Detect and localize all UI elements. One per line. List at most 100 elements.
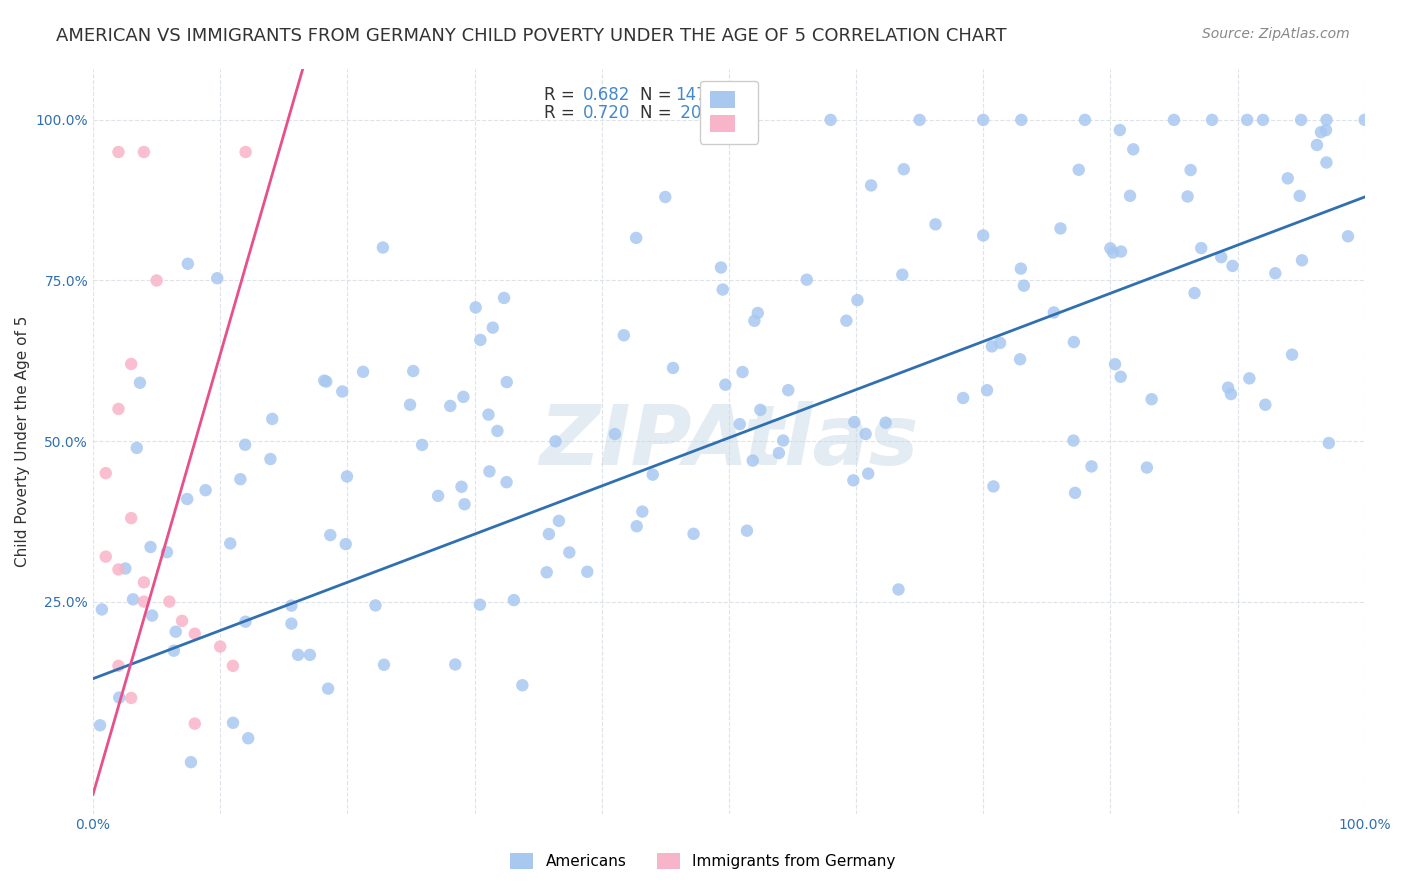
Point xyxy=(1180,163,1202,178)
Point xyxy=(453,390,475,404)
Point xyxy=(1184,286,1206,301)
Point xyxy=(427,489,450,503)
Point xyxy=(1288,189,1310,203)
Point xyxy=(749,403,772,417)
Point xyxy=(682,526,704,541)
Point xyxy=(495,375,517,389)
Point xyxy=(1104,357,1126,371)
Point xyxy=(238,731,260,746)
Point xyxy=(844,415,866,429)
Point xyxy=(796,273,818,287)
Point xyxy=(536,566,558,580)
Point xyxy=(626,519,648,533)
Point xyxy=(1222,259,1244,273)
Point xyxy=(731,365,754,379)
Point xyxy=(1291,253,1313,268)
Point xyxy=(1119,189,1142,203)
Point xyxy=(887,582,910,597)
Point xyxy=(1074,112,1097,127)
Point xyxy=(207,271,229,285)
Point xyxy=(741,453,763,467)
Point xyxy=(908,112,931,127)
Point xyxy=(846,293,869,307)
Point xyxy=(120,357,142,371)
Point xyxy=(373,657,395,672)
Point xyxy=(710,260,733,275)
Point xyxy=(1102,245,1125,260)
Point xyxy=(1310,125,1333,139)
Point xyxy=(132,594,155,608)
Point xyxy=(891,268,914,282)
Point xyxy=(439,399,461,413)
Point xyxy=(1010,112,1032,127)
Point xyxy=(1251,112,1274,127)
Point xyxy=(983,479,1005,493)
Point xyxy=(820,112,842,127)
Point xyxy=(576,565,599,579)
Point xyxy=(335,537,357,551)
Point xyxy=(316,681,339,696)
Point xyxy=(132,575,155,590)
Point xyxy=(453,497,475,511)
Point xyxy=(1010,352,1032,367)
Point xyxy=(184,716,207,731)
Point xyxy=(141,608,163,623)
Point xyxy=(1109,244,1132,259)
Point xyxy=(444,657,467,672)
Point xyxy=(477,408,499,422)
Point xyxy=(1010,261,1032,276)
Point xyxy=(139,540,162,554)
Point xyxy=(1216,381,1239,395)
Point xyxy=(156,545,179,559)
Point xyxy=(1064,486,1087,500)
Point xyxy=(194,483,217,498)
Point xyxy=(924,217,946,231)
Point xyxy=(1177,189,1199,203)
Point xyxy=(233,438,256,452)
Text: 20: 20 xyxy=(675,104,702,122)
Point xyxy=(157,594,180,608)
Point xyxy=(1281,348,1303,362)
Point xyxy=(364,599,387,613)
Point xyxy=(1136,460,1159,475)
Point xyxy=(411,438,433,452)
Point xyxy=(235,145,257,159)
Text: N =: N = xyxy=(640,86,676,103)
Point xyxy=(108,690,131,705)
Point xyxy=(1315,112,1337,127)
Point xyxy=(176,491,198,506)
Point xyxy=(972,112,994,127)
Point xyxy=(537,527,560,541)
Point xyxy=(235,615,257,629)
Point xyxy=(184,626,207,640)
Point xyxy=(298,648,321,662)
Point xyxy=(952,391,974,405)
Point xyxy=(94,549,117,564)
Text: R =: R = xyxy=(544,104,581,122)
Point xyxy=(114,561,136,575)
Point xyxy=(107,401,129,416)
Point xyxy=(728,417,751,431)
Point xyxy=(336,469,359,483)
Point xyxy=(90,602,112,616)
Point xyxy=(177,257,200,271)
Point xyxy=(1122,142,1144,156)
Point xyxy=(314,374,336,388)
Point xyxy=(735,524,758,538)
Text: 147: 147 xyxy=(675,86,707,103)
Point xyxy=(1012,278,1035,293)
Point xyxy=(1315,155,1337,169)
Point xyxy=(122,592,145,607)
Point xyxy=(125,441,148,455)
Point xyxy=(486,424,509,438)
Point xyxy=(495,475,517,490)
Legend: , : , xyxy=(700,80,758,144)
Point xyxy=(450,480,472,494)
Text: Source: ZipAtlas.com: Source: ZipAtlas.com xyxy=(1202,27,1350,41)
Point xyxy=(262,412,284,426)
Point xyxy=(1163,112,1185,127)
Text: N =: N = xyxy=(640,104,676,122)
Point xyxy=(1289,112,1312,127)
Point xyxy=(772,434,794,448)
Point xyxy=(107,658,129,673)
